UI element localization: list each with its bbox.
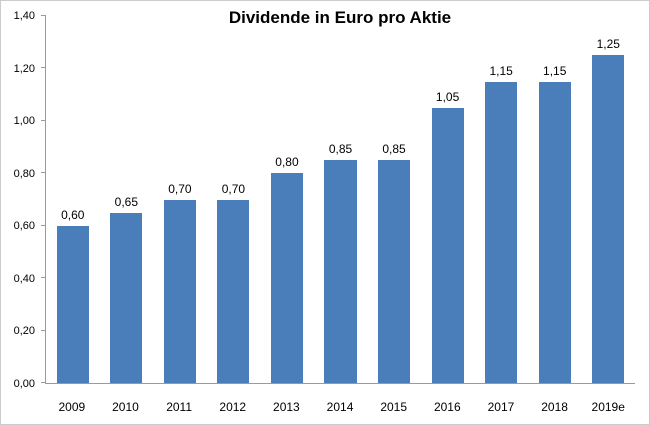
- y-tick-label: 1,40: [13, 10, 35, 22]
- bar-slot: 1,15: [474, 16, 528, 383]
- bar: [270, 173, 304, 383]
- y-axis: 0,00 0,20 0,40 0,60 0,80 1,00 1,20 1,40: [1, 10, 41, 390]
- bar-slot: 0,65: [100, 16, 154, 383]
- bar-value-label: 1,15: [489, 63, 513, 78]
- bar: [163, 199, 196, 383]
- y-tick-mark: [41, 67, 46, 69]
- x-tick-label: 2017: [487, 400, 515, 414]
- x-tick-label: 2010: [112, 400, 139, 414]
- x-tick-label: 2013: [273, 400, 300, 414]
- y-tick-mark: [41, 329, 46, 331]
- bar-slot: 0,60: [46, 16, 100, 383]
- x-tick-label: 2018: [541, 400, 568, 414]
- y-tick-label: 1,00: [13, 115, 35, 128]
- bar-value-label: 1,15: [543, 63, 567, 78]
- bar: [217, 199, 250, 383]
- y-tick-mark: [41, 119, 46, 121]
- x-tick-label: 2012: [219, 400, 247, 414]
- y-tick-mark: [41, 15, 46, 16]
- bar-value-label: 0,70: [168, 181, 192, 196]
- y-tick-mark: [41, 172, 46, 174]
- y-tick-label: 0,00: [13, 378, 35, 390]
- bar: [485, 81, 518, 383]
- bar-slot: 0,70: [207, 16, 261, 383]
- bar-slot: 0,85: [314, 16, 368, 383]
- x-tick-label: 2009: [58, 400, 86, 414]
- plot-area: 0,60 0,65 0,70 0,70 0,80 0,85 0,85 1,05 1,15 1,15…: [41, 15, 635, 384]
- bar-value-label: 0,80: [275, 155, 299, 170]
- bar-value-label: 0,70: [221, 181, 246, 196]
- bar-value-label: 1,25: [596, 37, 620, 52]
- bar: [324, 160, 357, 383]
- bar-slot: 0,70: [153, 16, 207, 383]
- y-tick-label: 0,60: [13, 220, 35, 233]
- bar-value-label: 0,65: [114, 194, 138, 209]
- bar-slot: 0,85: [367, 16, 421, 383]
- bar: [592, 55, 625, 383]
- y-tick-label: 1,20: [13, 62, 35, 75]
- bar: [56, 225, 89, 383]
- y-tick-mark: [41, 224, 46, 226]
- bar-value-label: 0,85: [382, 142, 406, 157]
- bar-slot: 1,05: [421, 16, 475, 383]
- y-tick-label: 0,80: [13, 167, 35, 180]
- bar: [538, 81, 571, 383]
- bar: [431, 107, 464, 383]
- x-tick-label: 2016: [433, 400, 461, 414]
- chart-title: Dividende in Euro pro Aktie: [228, 8, 452, 27]
- bar: [110, 212, 143, 383]
- x-tick-label: 2015: [380, 400, 408, 414]
- y-tick-label: 0,40: [13, 272, 35, 285]
- x-tick-label: 2014: [326, 400, 354, 414]
- bar-slot: 0,80: [260, 16, 314, 383]
- bar-value-label: 1,05: [435, 89, 460, 104]
- bar: [377, 160, 411, 383]
- bar-value-label: 0,85: [328, 142, 353, 157]
- bar-slot: 1,25: [581, 16, 635, 383]
- x-tick-label: 2019e: [591, 400, 625, 414]
- bar-value-label: 0,60: [61, 207, 85, 222]
- bar-slot: 1,15: [528, 16, 582, 383]
- x-tick-label: 2011: [166, 400, 192, 414]
- y-tick-label: 0,20: [13, 325, 35, 338]
- y-tick-mark: [41, 277, 46, 279]
- y-tick-mark: [41, 382, 46, 383]
- x-axis: 2009 2010 2011 2012 2013 2014 2015 2016 2017 2018…: [45, 394, 635, 416]
